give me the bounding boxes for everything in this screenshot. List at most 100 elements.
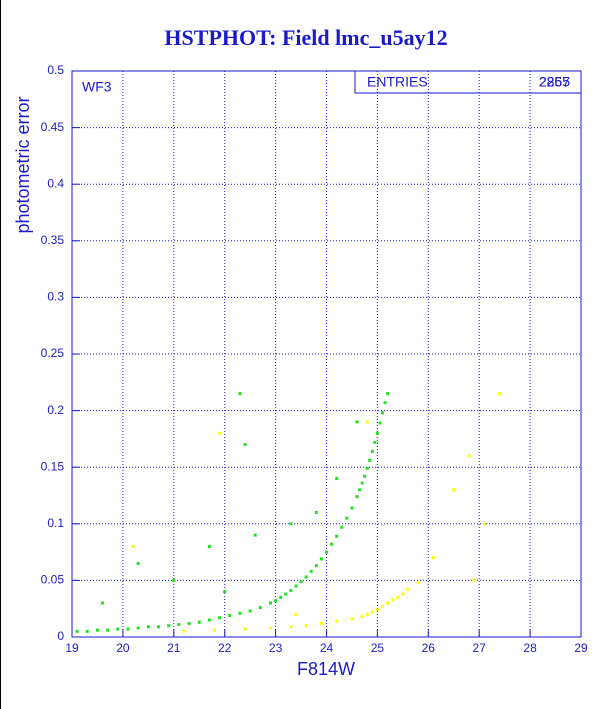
stats-value: 2257 — [539, 74, 570, 90]
point — [223, 590, 227, 594]
point — [299, 580, 303, 584]
y-tick-label: 0.25 — [41, 346, 65, 360]
point — [197, 620, 201, 624]
point — [416, 581, 420, 585]
point — [218, 431, 222, 435]
y-tick-label: 0.45 — [41, 120, 65, 134]
point — [335, 534, 339, 538]
point — [370, 449, 374, 453]
point — [116, 627, 120, 631]
point — [391, 598, 395, 602]
point — [101, 601, 105, 605]
point — [314, 510, 318, 514]
point — [289, 522, 293, 526]
x-tick-label: 27 — [473, 641, 487, 655]
point — [358, 488, 362, 492]
point — [340, 525, 344, 529]
point — [365, 612, 369, 616]
point — [370, 610, 374, 614]
point — [304, 624, 308, 628]
point — [228, 613, 232, 617]
y-tick-label: 0 — [57, 629, 64, 643]
point — [319, 557, 323, 561]
point — [172, 578, 176, 582]
point — [431, 556, 435, 560]
point — [218, 616, 222, 620]
point — [207, 618, 211, 622]
point — [289, 589, 293, 593]
x-tick-label: 23 — [269, 641, 283, 655]
point — [131, 544, 135, 548]
x-tick-label: 19 — [65, 641, 79, 655]
point — [243, 443, 247, 447]
y-tick-label: 0.4 — [47, 176, 64, 190]
point — [355, 495, 359, 499]
point — [289, 625, 293, 629]
x-tick-label: 26 — [422, 641, 436, 655]
point — [177, 623, 181, 627]
point — [238, 611, 242, 615]
y-tick-label: 0.15 — [41, 459, 65, 473]
x-tick-label: 24 — [320, 641, 334, 655]
point — [386, 392, 390, 396]
point — [106, 628, 110, 632]
x-tick-label: 20 — [116, 641, 130, 655]
y-axis-label: photometric error — [13, 96, 33, 233]
point — [345, 516, 349, 520]
point — [85, 629, 89, 633]
point — [498, 392, 502, 396]
y-tick-label: 0.35 — [41, 233, 65, 247]
point — [335, 619, 339, 623]
point — [335, 477, 339, 481]
point — [75, 629, 79, 633]
point — [294, 584, 298, 588]
point — [284, 592, 288, 596]
point — [360, 615, 364, 619]
y-tick-label: 0.2 — [47, 403, 64, 417]
point — [373, 440, 377, 444]
point — [126, 627, 130, 631]
point — [319, 621, 323, 625]
point — [363, 474, 367, 478]
point — [274, 599, 278, 603]
point — [355, 420, 359, 424]
point — [309, 569, 313, 573]
point — [396, 595, 400, 599]
chart-title: HSTPHOT: Field lmc_u5ay12 — [164, 25, 447, 50]
stats-label: ENTRIES — [367, 74, 428, 90]
point — [467, 454, 471, 458]
point — [269, 626, 273, 630]
point — [386, 601, 390, 605]
y-tick-label: 0.5 — [47, 63, 64, 77]
point — [213, 628, 217, 632]
point — [146, 625, 150, 629]
point — [380, 411, 384, 415]
point — [452, 488, 456, 492]
point — [380, 604, 384, 608]
point — [383, 401, 387, 405]
point — [325, 550, 328, 554]
y-tick-label: 0.1 — [47, 516, 64, 530]
point — [406, 587, 410, 591]
point — [294, 612, 298, 616]
x-tick-label: 28 — [523, 641, 537, 655]
point — [375, 431, 379, 435]
point — [350, 617, 354, 621]
y-tick-label: 0.05 — [41, 573, 65, 587]
point — [207, 544, 211, 548]
point — [360, 481, 364, 485]
point — [365, 466, 369, 470]
x-axis-label: F814W — [297, 659, 355, 679]
panel-label: WF3 — [82, 79, 112, 95]
x-tick-label: 29 — [574, 641, 588, 655]
point — [243, 627, 247, 631]
point — [482, 522, 486, 526]
point — [238, 392, 242, 396]
point — [187, 621, 191, 625]
point — [350, 506, 354, 510]
x-tick-label: 25 — [371, 641, 385, 655]
point — [136, 561, 140, 565]
point — [248, 609, 252, 613]
